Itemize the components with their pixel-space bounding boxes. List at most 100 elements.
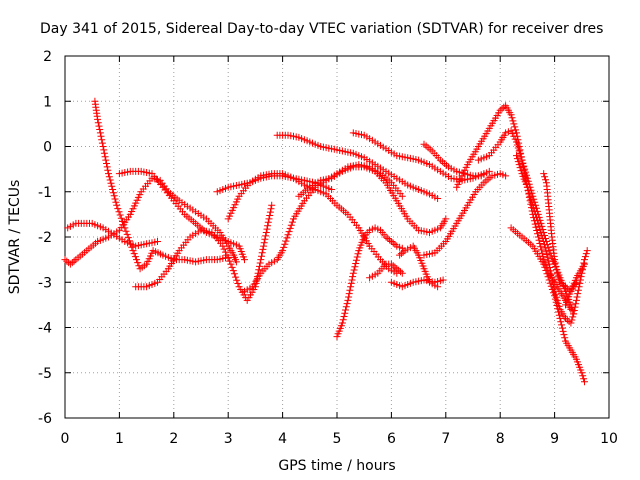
- x-tick-label: 7: [441, 431, 450, 447]
- data-point: [349, 269, 357, 277]
- data-point: [104, 166, 112, 174]
- data-point: [263, 225, 271, 233]
- data-point: [544, 273, 552, 281]
- y-tick-label: -6: [38, 411, 52, 427]
- data-point: [397, 268, 404, 276]
- data-point: [553, 266, 561, 274]
- data-point: [533, 227, 541, 234]
- data-point: [535, 236, 543, 244]
- data-point: [99, 143, 107, 150]
- data-point: [288, 218, 296, 226]
- series-track-l: [333, 224, 406, 341]
- data-point: [574, 290, 582, 298]
- data-point: [260, 242, 268, 250]
- data-point: [572, 300, 580, 308]
- data-point: [395, 266, 403, 274]
- data-point: [519, 159, 527, 167]
- data-point: [261, 235, 269, 243]
- data-point: [68, 259, 76, 267]
- data-point: [511, 123, 519, 131]
- data-point: [534, 219, 542, 227]
- data-point: [396, 251, 404, 259]
- data-point: [134, 259, 142, 267]
- data-point: [560, 331, 568, 339]
- y-tick-label: -1: [38, 185, 52, 201]
- data-point: [328, 186, 336, 193]
- data-point: [526, 192, 534, 200]
- data-point: [539, 235, 547, 242]
- data-point: [518, 156, 526, 164]
- data-point: [559, 327, 567, 335]
- data-point: [517, 153, 525, 161]
- data-point: [105, 173, 113, 181]
- data-point: [553, 302, 561, 309]
- data-point: [514, 144, 522, 152]
- data-point: [532, 210, 540, 218]
- data-point: [434, 283, 442, 291]
- data-point: [340, 313, 348, 320]
- data-point: [350, 266, 358, 274]
- data-point: [543, 251, 551, 258]
- data-point: [545, 276, 553, 284]
- data-point: [347, 283, 355, 291]
- data-point: [455, 178, 463, 186]
- data-point: [256, 262, 263, 270]
- series-track-j: [295, 163, 450, 236]
- data-point: [500, 103, 508, 111]
- data-point: [554, 305, 562, 313]
- data-point: [70, 257, 78, 265]
- data-point: [509, 117, 517, 125]
- data-point: [439, 276, 447, 284]
- data-point: [517, 167, 525, 175]
- data-point: [513, 138, 520, 146]
- data-point: [543, 270, 551, 278]
- data-point: [533, 216, 541, 224]
- chart-title: Day 341 of 2015, Sidereal Day-to-day VTE…: [40, 21, 603, 37]
- data-point: [351, 263, 359, 271]
- data-point: [561, 334, 569, 342]
- data-point: [552, 262, 560, 270]
- series-track-p: [420, 170, 510, 259]
- grid-lines: [64, 55, 610, 419]
- data-point: [222, 248, 229, 256]
- data-point: [521, 165, 529, 173]
- data-point: [525, 189, 533, 197]
- data-point: [231, 201, 239, 209]
- data-point: [580, 259, 588, 267]
- data-point: [522, 168, 530, 176]
- data-point: [382, 233, 390, 241]
- series-track-i: [273, 131, 442, 202]
- data-point: [555, 308, 562, 316]
- data-point: [348, 276, 356, 284]
- data-point: [516, 150, 524, 158]
- data-point: [538, 232, 546, 239]
- y-tick-label: -2: [38, 230, 52, 246]
- data-point: [558, 280, 566, 288]
- data-point: [560, 281, 568, 289]
- x-tick-label: 8: [496, 431, 505, 447]
- data-point: [569, 313, 577, 321]
- data-point: [551, 256, 559, 264]
- series-track-o: [396, 242, 442, 291]
- data-point: [520, 162, 528, 170]
- data-point: [387, 260, 395, 268]
- data-point: [349, 273, 357, 281]
- data-point: [257, 256, 265, 264]
- axis-ticks: [64, 55, 610, 419]
- data-point: [387, 238, 395, 245]
- data-point: [279, 247, 287, 255]
- data-point: [341, 309, 349, 317]
- x-axis-label: GPS time / hours: [278, 458, 395, 474]
- data-point: [514, 158, 522, 166]
- data-point: [122, 227, 130, 235]
- data-point: [554, 272, 562, 280]
- data-point: [253, 276, 261, 284]
- data-point: [109, 189, 117, 197]
- data-point: [347, 279, 355, 287]
- y-tick-label: -4: [38, 321, 52, 337]
- data-point: [241, 256, 248, 264]
- data-point: [111, 195, 119, 203]
- data-point: [529, 201, 537, 209]
- data-point: [541, 241, 548, 249]
- data-point: [110, 192, 118, 200]
